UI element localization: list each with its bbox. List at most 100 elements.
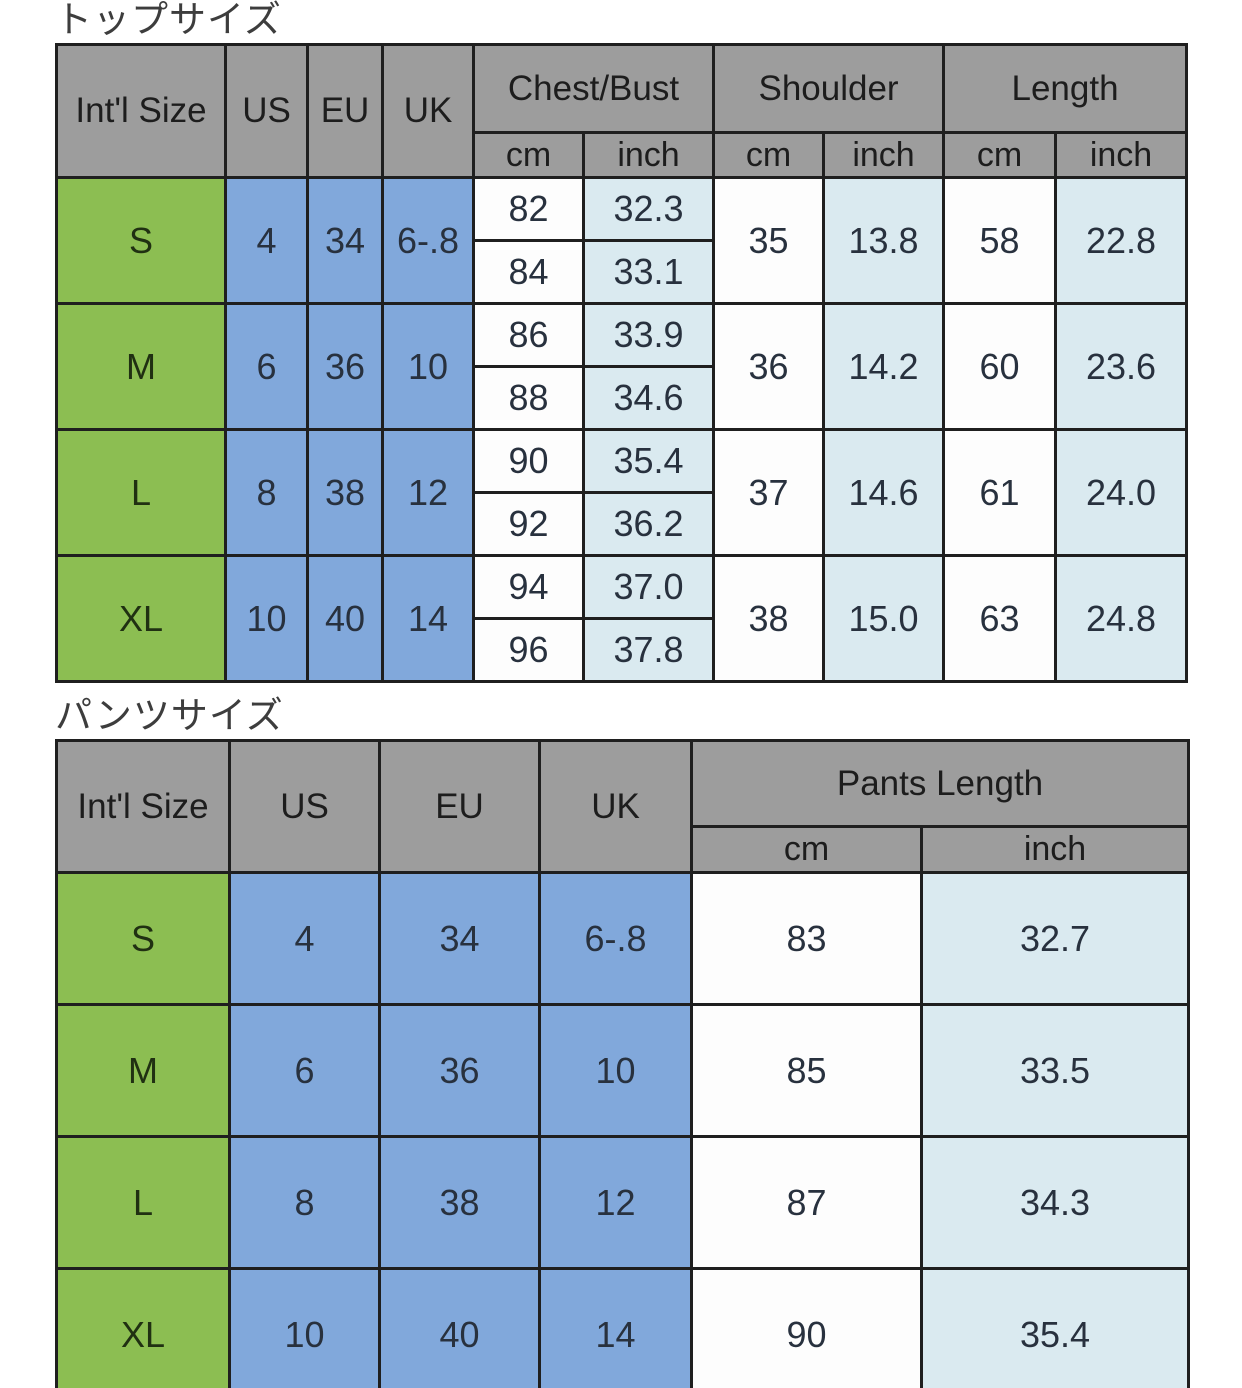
chest-cm-cell: 88 xyxy=(472,365,585,431)
chest-cm-cell: 92 xyxy=(472,491,585,557)
uk-cell: 6-.8 xyxy=(538,871,693,1006)
chest-inch-cell: 33.9 xyxy=(581,302,716,368)
size-cell: M xyxy=(55,1003,231,1138)
col-header-shoulder: Shoulder xyxy=(712,43,946,134)
pants-row-m: M 6 36 10 85 33.5 xyxy=(55,1003,1190,1138)
us-cell: 4 xyxy=(224,176,309,305)
pants-header-row-groups: Int'l Size US EU UK Pants Length xyxy=(55,739,1190,874)
col-header-uk: UK xyxy=(381,43,475,179)
chest-cm-cell: 82 xyxy=(472,176,585,242)
col-header-pants-length: Pants Length xyxy=(690,739,1190,828)
us-cell: 6 xyxy=(224,302,309,431)
us-cell: 8 xyxy=(224,428,309,557)
pants-size-title: パンツサイズ xyxy=(55,695,284,736)
uk-cell: 14 xyxy=(538,1267,693,1388)
uk-cell: 12 xyxy=(538,1135,693,1270)
chest-inch-cell: 33.1 xyxy=(581,239,716,305)
size-cell: M xyxy=(55,302,227,431)
uk-cell: 12 xyxy=(381,428,475,557)
col-header-length-cm: cm xyxy=(942,131,1058,179)
us-cell: 10 xyxy=(224,554,309,683)
size-cell: L xyxy=(55,428,227,557)
col-header-pants-inch: inch xyxy=(920,825,1190,874)
chest-cm-cell: 90 xyxy=(472,428,585,494)
length-inch-cell: 24.8 xyxy=(1054,554,1189,683)
pants-row-s: S 4 34 6-.8 83 32.7 xyxy=(55,871,1190,1006)
tops-row-s: S 4 34 6-.8 82 32.3 35 13.8 58 22.8 xyxy=(55,176,1189,305)
us-cell: 10 xyxy=(228,1267,381,1388)
pants-inch-cell: 32.7 xyxy=(920,871,1190,1006)
length-cm-cell: 58 xyxy=(942,176,1058,305)
pants-row-l: L 8 38 12 87 34.3 xyxy=(55,1135,1190,1270)
size-cell: S xyxy=(55,176,227,305)
tops-row-xl: XL 10 40 14 94 37.0 38 15.0 63 24.8 xyxy=(55,554,1189,683)
uk-cell: 14 xyxy=(381,554,475,683)
chest-inch-cell: 35.4 xyxy=(581,428,716,494)
col-header-eu: EU xyxy=(378,739,541,874)
pants-inch-cell: 34.3 xyxy=(920,1135,1190,1270)
col-header-intl-size: Int'l Size xyxy=(55,739,231,874)
chest-inch-cell: 36.2 xyxy=(581,491,716,557)
chest-cm-cell: 84 xyxy=(472,239,585,305)
uk-cell: 10 xyxy=(381,302,475,431)
uk-cell: 6-.8 xyxy=(381,176,475,305)
eu-cell: 34 xyxy=(306,176,384,305)
shoulder-inch-cell: 13.8 xyxy=(822,176,946,305)
shoulder-cm-cell: 37 xyxy=(712,428,826,557)
eu-cell: 34 xyxy=(378,871,541,1006)
tops-header-row-units: cm inch cm inch cm inch xyxy=(57,131,1189,179)
length-cm-cell: 60 xyxy=(942,302,1058,431)
col-header-chest-bust: Chest/Bust xyxy=(471,43,716,134)
chest-cm-cell: 86 xyxy=(472,302,585,368)
pants-header-row-units: cm inch xyxy=(57,825,1190,874)
shoulder-cm-cell: 36 xyxy=(712,302,826,431)
pants-cm-cell: 90 xyxy=(690,1267,923,1388)
col-header-chest-cm: cm xyxy=(472,131,585,179)
tops-row-l-2: 92 36.2 xyxy=(57,491,1187,557)
pants-size-table: Int'l Size US EU UK Pants Length cm inch… xyxy=(55,739,1190,1388)
shoulder-cm-cell: 38 xyxy=(712,554,826,683)
col-header-eu: EU xyxy=(306,43,384,179)
size-cell: L xyxy=(55,1135,231,1270)
length-inch-cell: 24.0 xyxy=(1054,428,1189,557)
us-cell: 6 xyxy=(228,1003,381,1138)
tops-row-m: M 6 36 10 86 33.9 36 14.2 60 23.6 xyxy=(55,302,1189,431)
length-cm-cell: 63 xyxy=(942,554,1058,683)
shoulder-inch-cell: 14.6 xyxy=(822,428,946,557)
eu-cell: 40 xyxy=(306,554,384,683)
tops-size-title: トップサイズ xyxy=(55,0,282,40)
shoulder-inch-cell: 14.2 xyxy=(822,302,946,431)
chest-inch-cell: 34.6 xyxy=(581,365,716,431)
chest-cm-cell: 96 xyxy=(472,617,585,683)
pants-row-xl: XL 10 40 14 90 35.4 xyxy=(55,1267,1190,1388)
col-header-us: US xyxy=(228,739,381,874)
chest-inch-cell: 37.8 xyxy=(581,617,716,683)
size-cell: S xyxy=(55,871,231,1006)
chest-inch-cell: 32.3 xyxy=(581,176,716,242)
pants-cm-cell: 87 xyxy=(690,1135,923,1270)
pants-cm-cell: 83 xyxy=(690,871,923,1006)
eu-cell: 40 xyxy=(378,1267,541,1388)
tops-header-row-groups: Int'l Size US EU UK Chest/Bust Shoulder … xyxy=(55,43,1189,179)
col-header-pants-cm: cm xyxy=(690,825,923,874)
col-header-shoulder-cm: cm xyxy=(712,131,826,179)
tops-row-m-2: 88 34.6 xyxy=(57,365,1187,431)
eu-cell: 36 xyxy=(306,302,384,431)
chest-cm-cell: 94 xyxy=(472,554,585,620)
size-cell: XL xyxy=(55,554,227,683)
us-cell: 4 xyxy=(228,871,381,1006)
col-header-uk: UK xyxy=(538,739,693,874)
col-header-intl-size: Int'l Size xyxy=(55,43,227,179)
col-header-us: US xyxy=(224,43,309,179)
size-cell: XL xyxy=(55,1267,231,1388)
length-cm-cell: 61 xyxy=(942,428,1058,557)
col-header-length: Length xyxy=(942,43,1189,134)
pants-inch-cell: 35.4 xyxy=(920,1267,1190,1388)
chest-inch-cell: 37.0 xyxy=(581,554,716,620)
col-header-shoulder-inch: inch xyxy=(822,131,946,179)
length-inch-cell: 22.8 xyxy=(1054,176,1189,305)
tops-row-xl-2: 96 37.8 xyxy=(57,617,1187,683)
tops-row-s-2: 84 33.1 xyxy=(57,239,1187,305)
col-header-chest-inch: inch xyxy=(581,131,716,179)
